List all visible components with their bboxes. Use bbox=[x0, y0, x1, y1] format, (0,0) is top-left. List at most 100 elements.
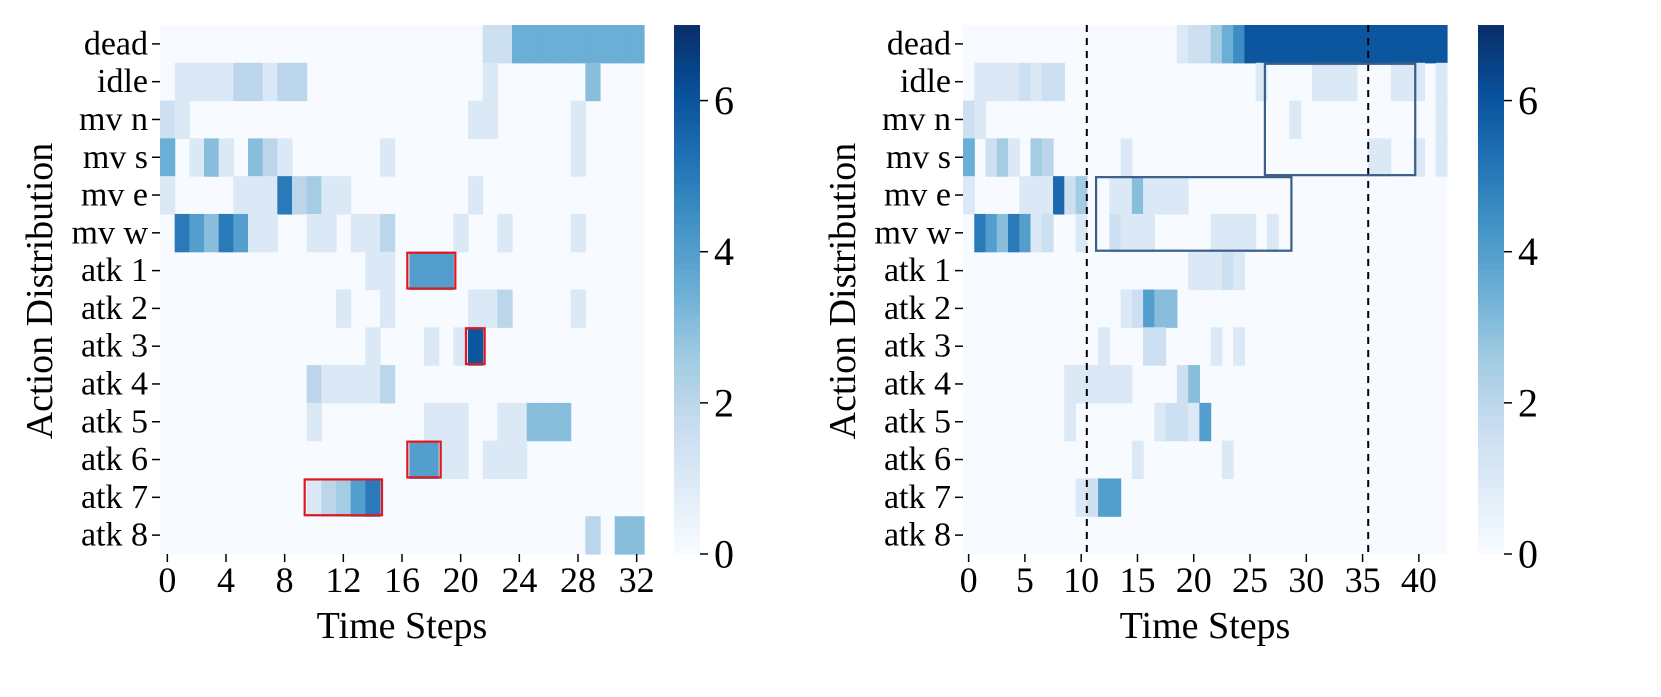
heatmap-cell bbox=[585, 62, 601, 102]
y-tick-label: atk 4 bbox=[884, 365, 951, 402]
colorbar-swatch bbox=[1478, 170, 1504, 178]
y-tick-label: mv n bbox=[79, 101, 148, 138]
heatmap-cell bbox=[380, 365, 396, 404]
colorbar-swatch bbox=[1478, 203, 1504, 211]
heatmap-cell bbox=[1120, 138, 1133, 177]
colorbar-swatch bbox=[1478, 223, 1504, 231]
heatmap-cell bbox=[963, 138, 975, 177]
colorbar-swatch bbox=[1478, 144, 1504, 152]
y-tick-label: atk 8 bbox=[81, 517, 148, 554]
x-tick-label: 16 bbox=[384, 560, 420, 600]
heatmap-cell bbox=[1030, 62, 1043, 102]
colorbar-swatch bbox=[674, 540, 700, 548]
heatmap-cell bbox=[1289, 25, 1302, 64]
heatmap-cell bbox=[189, 138, 205, 177]
heatmap-cell bbox=[974, 100, 987, 139]
colorbar-swatch bbox=[1478, 487, 1504, 496]
colorbar-swatch bbox=[674, 170, 700, 178]
heatmap-cell bbox=[438, 251, 454, 291]
colorbar-swatch bbox=[1478, 461, 1504, 469]
heatmap-cell bbox=[306, 478, 322, 517]
heatmap-cell bbox=[614, 25, 630, 64]
colorbar-tick-label: 4 bbox=[1518, 229, 1538, 274]
heatmap-cell bbox=[497, 440, 513, 480]
colorbar-swatch bbox=[674, 44, 700, 53]
heatmap-cell bbox=[1086, 365, 1099, 404]
colorbar-swatch bbox=[674, 421, 700, 429]
heatmap-cell bbox=[424, 327, 440, 366]
heatmap-cell bbox=[306, 176, 322, 215]
colorbar-swatch bbox=[1478, 534, 1504, 542]
x-tick-label: 24 bbox=[501, 560, 537, 600]
colorbar-swatch bbox=[674, 256, 700, 264]
heatmap-cell bbox=[963, 100, 975, 139]
heatmap-cell bbox=[1109, 478, 1122, 517]
x-tick-label: 4 bbox=[217, 560, 235, 600]
heatmap-cell bbox=[204, 62, 220, 102]
y-tick-label: idle bbox=[97, 63, 148, 100]
heatmap-cell bbox=[380, 138, 396, 177]
colorbar-swatch bbox=[674, 342, 700, 350]
x-tick-label: 8 bbox=[276, 560, 294, 600]
colorbar-swatch bbox=[674, 236, 700, 244]
heatmap-cell bbox=[1199, 402, 1212, 442]
colorbar-swatch bbox=[1478, 163, 1504, 172]
colorbar-swatch bbox=[1478, 468, 1504, 476]
heatmap-cell bbox=[1131, 440, 1144, 480]
heatmap-cell bbox=[160, 138, 176, 177]
heatmap-cell bbox=[233, 62, 249, 102]
colorbar-swatch bbox=[674, 322, 700, 330]
colorbar-swatch bbox=[674, 335, 700, 343]
colorbar-swatch bbox=[1478, 249, 1504, 258]
colorbar-swatch bbox=[1478, 236, 1504, 244]
colorbar-swatch bbox=[1478, 421, 1504, 429]
y-tick-label: mv e bbox=[884, 177, 951, 214]
colorbar-swatch bbox=[674, 362, 700, 370]
heatmap-cell bbox=[262, 138, 278, 177]
highlight-box bbox=[303, 478, 384, 517]
colorbar-swatch bbox=[1478, 296, 1504, 304]
colorbar-swatch bbox=[674, 474, 700, 482]
colorbar-swatch bbox=[1478, 329, 1504, 337]
heatmap-cell bbox=[1053, 62, 1065, 102]
heatmap-cell bbox=[277, 176, 293, 215]
colorbar-swatch bbox=[1478, 269, 1504, 277]
colorbar-swatch bbox=[674, 84, 700, 92]
heatmap-cell bbox=[174, 213, 190, 253]
colorbar-swatch bbox=[674, 415, 700, 423]
colorbar-swatch bbox=[674, 388, 700, 396]
heatmap-cell bbox=[262, 176, 278, 215]
heatmap-cell bbox=[585, 25, 601, 64]
heatmap-cell bbox=[292, 176, 308, 215]
y-tick-label: atk 7 bbox=[81, 479, 148, 516]
colorbar-swatch bbox=[1478, 441, 1504, 449]
colorbar-swatch bbox=[1478, 190, 1504, 198]
heatmap-cell bbox=[1109, 213, 1122, 253]
heatmap-cell bbox=[1143, 176, 1155, 215]
colorbar-swatch bbox=[674, 441, 700, 449]
colorbar-swatch bbox=[674, 229, 700, 238]
colorbar-swatch bbox=[1478, 454, 1504, 463]
colorbar-swatch bbox=[1478, 474, 1504, 482]
heatmap-cell bbox=[1379, 25, 1392, 64]
heatmap-cell bbox=[1188, 402, 1200, 442]
heatmap-cell bbox=[1435, 62, 1448, 102]
heatmap-cell bbox=[1008, 62, 1020, 102]
heatmap-cell bbox=[1221, 25, 1234, 64]
colorbar-swatch bbox=[1478, 388, 1504, 396]
colorbar-swatch bbox=[674, 64, 700, 72]
colorbar-swatch bbox=[1478, 494, 1504, 502]
colorbar-swatch bbox=[1478, 540, 1504, 548]
colorbar-swatch bbox=[1478, 514, 1504, 522]
heatmap-cell bbox=[1041, 213, 1054, 253]
y-tick-label: atk 4 bbox=[81, 365, 148, 402]
heatmap-cell bbox=[248, 213, 264, 253]
heatmap-cell bbox=[1165, 289, 1178, 328]
colorbar-swatch bbox=[674, 461, 700, 469]
heatmap-cell bbox=[336, 365, 352, 404]
heatmap-cell bbox=[1041, 62, 1054, 102]
heatmap-cell bbox=[1030, 213, 1043, 253]
colorbar-swatch bbox=[1478, 315, 1504, 324]
heatmap-cell bbox=[985, 213, 998, 253]
heatmap-cell bbox=[1413, 25, 1426, 64]
